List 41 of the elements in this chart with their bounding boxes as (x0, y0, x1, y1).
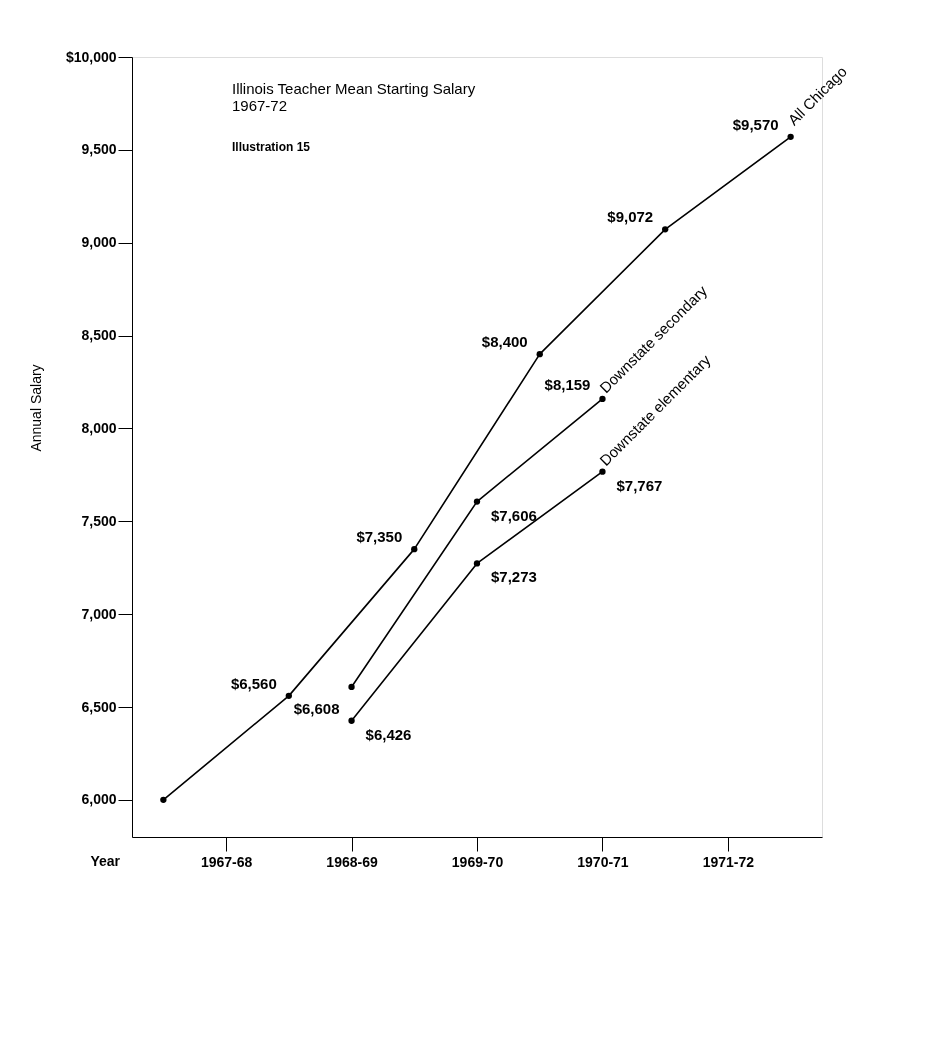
point (348, 683, 355, 691)
annotation: Illustration 15 (232, 140, 311, 154)
point (536, 350, 543, 358)
y-tick-label: 7,000 (81, 605, 117, 622)
point (662, 226, 669, 233)
point (599, 468, 606, 475)
data-label: $7,273 (491, 568, 537, 586)
y-axis-title: Annual Salary (28, 364, 44, 452)
x-tick-label: 1967-68 (200, 853, 253, 870)
x-tick-label: 1971-72 (702, 853, 755, 870)
data-label: $9,570 (732, 115, 779, 133)
point (599, 395, 606, 403)
y-tick-label: 6,000 (81, 791, 117, 808)
y-tick-label: 8,500 (81, 327, 117, 344)
point (473, 560, 481, 567)
data-label: $7,767 (616, 476, 663, 494)
point (411, 545, 418, 553)
data-label: $8,159 (544, 375, 591, 393)
y-tick-label: 7,500 (81, 512, 117, 529)
data-label: $8,400 (481, 333, 528, 351)
y-tick-label: $10,000 (65, 48, 117, 65)
point (348, 717, 355, 724)
data-label: $7,350 (356, 528, 403, 546)
data-label: $7,606 (491, 506, 537, 524)
y-tick-label: 6,500 (81, 698, 117, 715)
point (787, 133, 794, 141)
x-tick-label: 1969-70 (451, 853, 504, 870)
x-axis-title: Year (90, 853, 121, 869)
data-label: $6,560 (230, 674, 277, 692)
x-tick-label: 1970-71 (577, 853, 629, 870)
data-label: $6,608 (293, 699, 340, 717)
x-tick-label: 1968-69 (326, 853, 378, 870)
data-label: $9,072 (607, 208, 654, 226)
point (160, 796, 167, 804)
y-tick-label: 9,000 (81, 234, 117, 251)
point (285, 692, 292, 700)
data-label: $6,426 (365, 725, 412, 743)
text: Illinois Teacher Mean Starting Salary 1967-72 (232, 80, 476, 114)
y-tick-label: 9,500 (81, 141, 117, 158)
y-tick-label: 8,000 (81, 419, 117, 436)
point (473, 498, 481, 505)
